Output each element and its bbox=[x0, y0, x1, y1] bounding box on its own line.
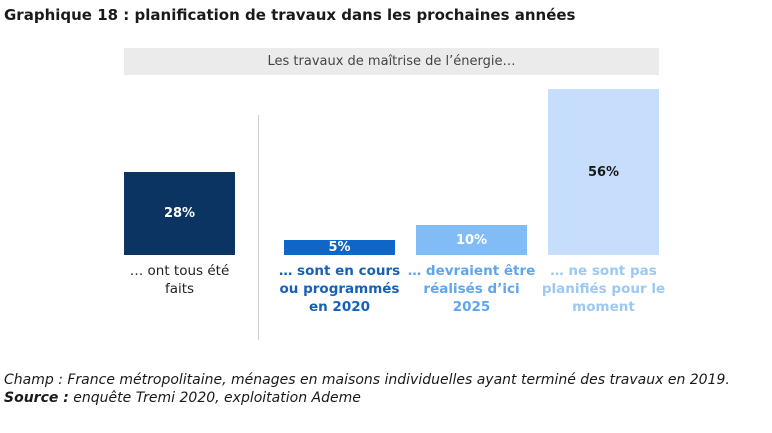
value-label: 10% bbox=[455, 232, 488, 248]
bar: 56% bbox=[548, 89, 659, 255]
category-label: … ont tous été faits bbox=[129, 263, 230, 297]
chart-title: Graphique 18 : planification de travaux … bbox=[4, 6, 576, 24]
subtitle: Les travaux de maîtrise de l’énergie… bbox=[124, 48, 659, 75]
value-label: 56% bbox=[587, 164, 620, 180]
note-champ: Champ : France métropolitaine, ménages e… bbox=[4, 372, 730, 388]
source-label: Source : bbox=[4, 390, 69, 406]
value-label: 28% bbox=[163, 206, 196, 221]
note-source: Source : enquête Tremi 2020, exploitatio… bbox=[4, 389, 764, 407]
category-label: … sont en cours ou programmés en 2020 bbox=[278, 263, 401, 315]
bar: 5% bbox=[284, 240, 395, 255]
value-label: 5% bbox=[328, 240, 351, 256]
divider bbox=[258, 115, 259, 340]
bar: 28% bbox=[124, 172, 235, 255]
bar: 10% bbox=[416, 225, 527, 255]
source-text: enquête Tremi 2020, exploitation Ademe bbox=[68, 390, 361, 406]
category-label: … devraient être réalisés d’ici 2025 bbox=[407, 263, 536, 315]
notes: Champ : France métropolitaine, ménages e… bbox=[4, 371, 764, 407]
category-label: … ne sont pas planifiés pour le moment bbox=[541, 263, 666, 315]
